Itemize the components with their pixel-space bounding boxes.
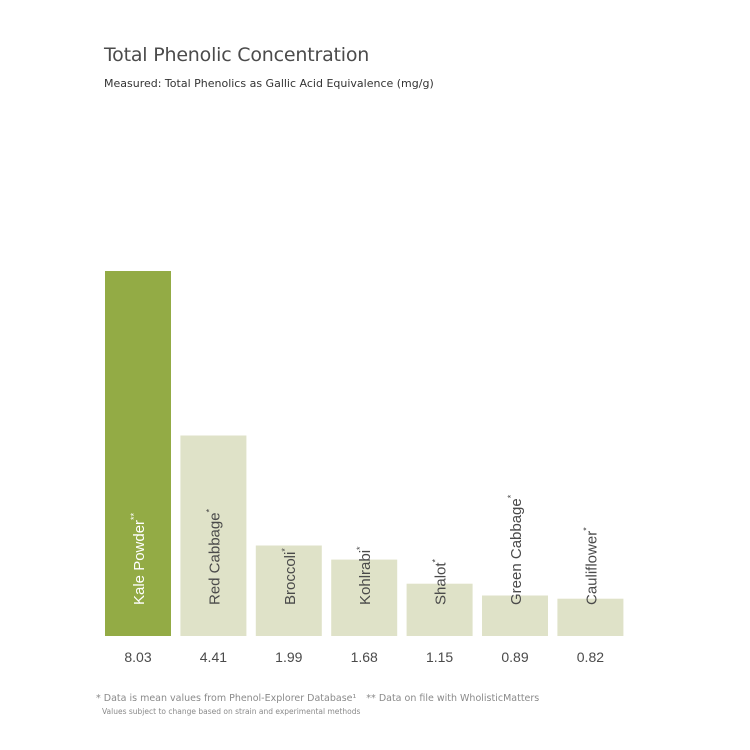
bar-green-cabbage: [482, 595, 548, 636]
bar-shalot: [406, 583, 473, 636]
category-label-broccoli: Broccoli*: [280, 548, 299, 605]
bar-red-cabbage: [180, 435, 247, 636]
category-label-red-cabbage: Red Cabbage*: [204, 508, 223, 605]
category-label-cauliflower: Cauliflower*: [581, 527, 600, 605]
bar-kohlrabi: [331, 559, 398, 636]
value-label-broccoli: 1.99: [275, 649, 302, 665]
footnote-marker: *: [581, 527, 591, 531]
value-label-kohlrabi: 1.68: [351, 649, 378, 665]
footnote-marker: **: [129, 512, 139, 520]
footnote-marker: *: [204, 508, 214, 512]
footnote-phenol-explorer: * Data is mean values from Phenol-Explor…: [96, 693, 357, 704]
category-label-shalot: Shalot*: [431, 558, 450, 605]
category-label-kohlrabi: Kohlrabi*: [355, 546, 374, 605]
chart-subtitle: Measured: Total Phenolics as Gallic Acid…: [104, 77, 434, 90]
value-label-green-cabbage: 0.89: [501, 649, 528, 665]
footnote-wholisticmatters: ** Data on file with WholisticMatters: [366, 693, 540, 704]
footnote-sources: * Data is mean values from Phenol-Explor…: [96, 693, 539, 704]
footnote-marker: *: [431, 558, 441, 562]
bar-broccoli: [255, 545, 322, 636]
chart-title: Total Phenolic Concentration: [104, 44, 370, 66]
footnote-marker: *: [280, 548, 290, 552]
footnote-disclaimer: Values subject to change based on strain…: [102, 707, 361, 716]
value-label-red-cabbage: 4.41: [200, 649, 227, 665]
category-label-green-cabbage: Green Cabbage*: [506, 494, 525, 605]
footnote-marker: *: [506, 494, 516, 498]
footnote-marker: *: [355, 546, 365, 550]
value-label-shalot: 1.15: [426, 649, 453, 665]
category-label-kale-powder: Kale Powder**: [129, 512, 148, 605]
bar-kale-powder: [105, 271, 171, 636]
value-label-kale-powder: 8.03: [124, 649, 151, 665]
value-label-cauliflower: 0.82: [577, 649, 604, 665]
bar-cauliflower: [557, 598, 624, 636]
